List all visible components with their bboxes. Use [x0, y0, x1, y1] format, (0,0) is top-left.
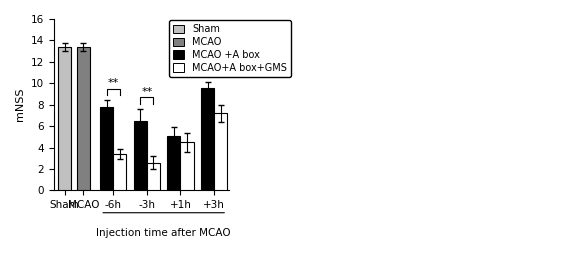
Bar [58, 47, 71, 190]
Text: Injection time after MCAO: Injection time after MCAO [96, 228, 231, 238]
Bar [134, 121, 147, 190]
Text: **: ** [141, 87, 152, 97]
Text: *: * [211, 60, 217, 70]
Bar [77, 47, 90, 190]
Text: **: ** [108, 78, 119, 88]
Bar [147, 163, 160, 190]
Bar [214, 113, 227, 190]
Legend: Sham, MCAO, MCAO +A box, MCAO+A box+GMS: Sham, MCAO, MCAO +A box, MCAO+A box+GMS [169, 20, 291, 77]
Bar [100, 107, 114, 190]
Bar [114, 154, 126, 190]
Bar [201, 87, 214, 190]
Bar [180, 142, 193, 190]
Y-axis label: mNSS: mNSS [15, 88, 25, 121]
Bar [167, 136, 180, 190]
